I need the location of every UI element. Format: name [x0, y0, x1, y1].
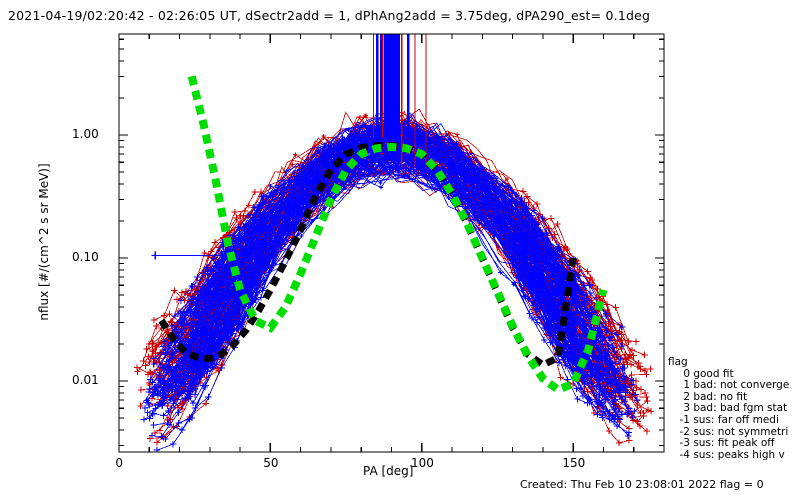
- legend-item: 0 good fit: [668, 367, 800, 381]
- x-tick-label: 150: [562, 456, 586, 470]
- legend-item-label: bad: no fit: [690, 390, 748, 403]
- legend-item-label: bad: bad fgm stat: [690, 402, 788, 415]
- legend-item: -3 sus: fit peak off: [668, 437, 800, 450]
- legend-item-label: sus: fit peak off: [690, 437, 775, 450]
- legend-item: -4 sus: peaks high v: [668, 448, 800, 462]
- legend-item: -1 sus: far off medi: [668, 413, 800, 427]
- legend-item: 2 bad: no fit: [668, 390, 800, 404]
- legend-item-key: 3: [683, 402, 690, 415]
- legend-item-key: 0: [683, 367, 690, 380]
- legend-item-key: -4: [679, 448, 690, 461]
- fit-curve-layer: [158, 75, 608, 395]
- data-series-layer: [134, 34, 655, 452]
- legend-item-label: sus: peaks high v: [690, 448, 785, 461]
- y-tick-label: 0.01: [72, 373, 99, 387]
- page-title: 2021-04-19/02:20:42 - 02:26:05 UT, dSect…: [8, 8, 651, 23]
- legend-item-label: bad: not converge: [690, 379, 790, 392]
- legend-item: 3 bad: bad fgm stat: [668, 403, 800, 415]
- created-caption: Created: Thu Feb 10 23:08:01 2022 flag =…: [520, 478, 764, 491]
- flag-legend: flag 0 good fit 1 bad: not converge 2 bad:…: [668, 357, 800, 461]
- y-tick-label: 1.00: [72, 127, 99, 141]
- x-axis-label: PA [deg]: [363, 464, 414, 478]
- legend-item-label: good fit: [690, 367, 734, 380]
- y-axis-label: nflux [#/(cm^2 s sr MeV)]: [37, 163, 51, 321]
- legend-item-key: -3: [679, 437, 690, 450]
- x-tick-label: 100: [410, 456, 434, 470]
- x-tick-label: 50: [263, 456, 279, 470]
- legend-item-key: 1: [683, 379, 690, 392]
- legend-item: -2 sus: not symmetri: [668, 425, 800, 439]
- axis-frame-layer: [118, 33, 665, 453]
- legend-item-key: -1: [679, 413, 690, 426]
- legend-title: flag: [668, 357, 688, 368]
- legend-item-key: -2: [679, 425, 690, 438]
- legend-item: 1 bad: not converge: [668, 379, 800, 392]
- legend-item-key: 2: [683, 390, 690, 403]
- x-tick-label: 0: [115, 456, 124, 470]
- legend-item-label: sus: far off medi: [690, 413, 779, 426]
- y-tick-label: 0.10: [72, 250, 99, 264]
- legend-item-label: sus: not symmetri: [690, 425, 789, 438]
